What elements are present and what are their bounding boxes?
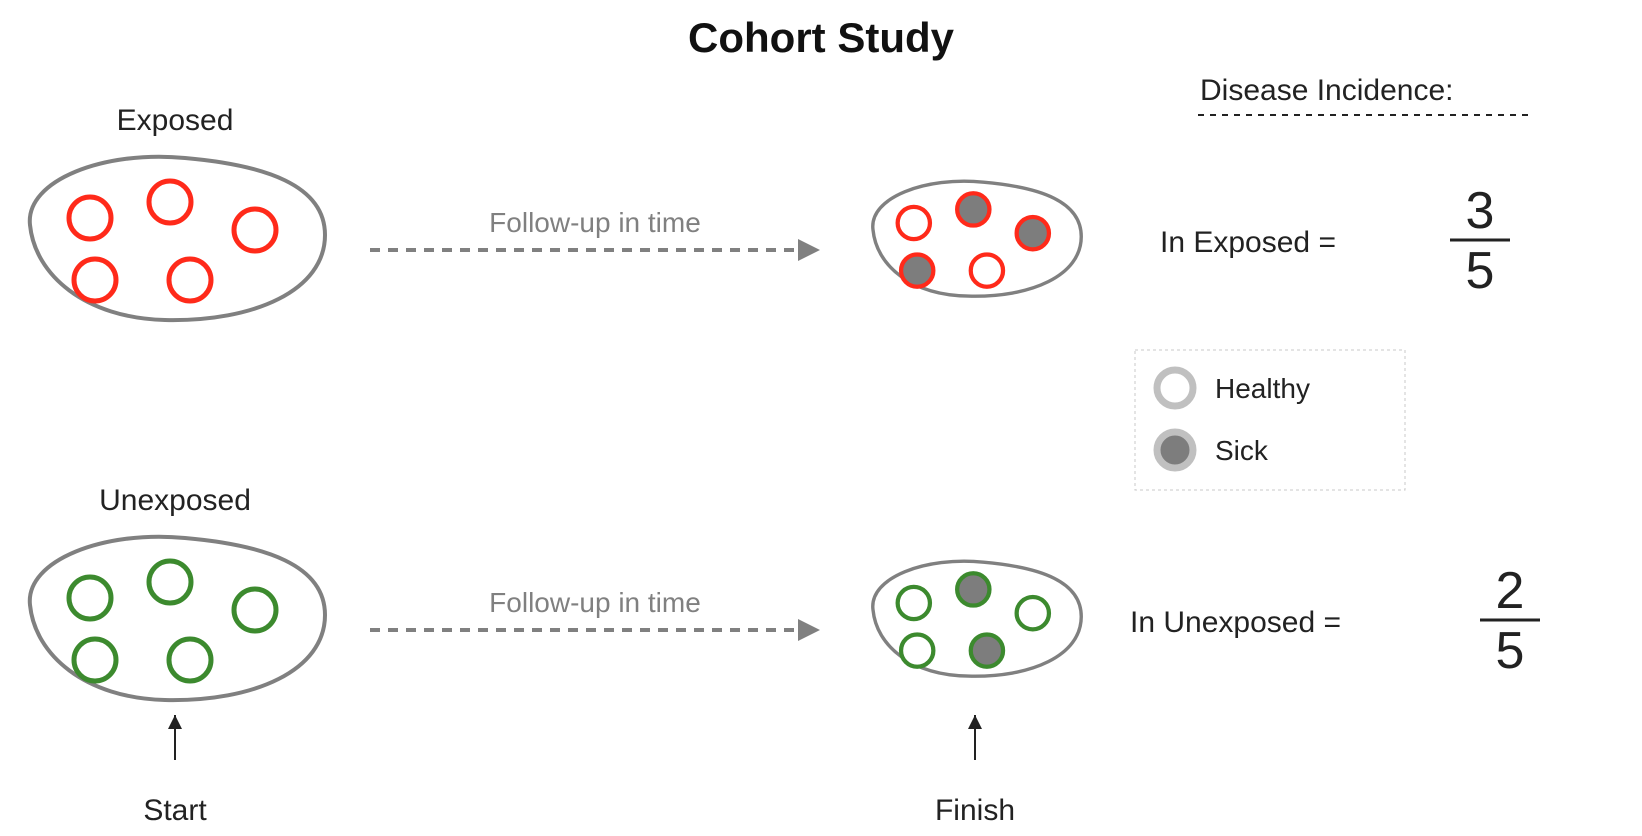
incidence-denominator: 5 (1466, 242, 1495, 300)
person-sick-icon (957, 193, 989, 225)
finish-label: Finish (935, 794, 1015, 827)
unexposed-end-blob (873, 561, 1081, 676)
person-healthy-icon (69, 197, 111, 239)
person-healthy-icon (74, 639, 116, 681)
unexposed-label: Unexposed (99, 484, 251, 517)
person-healthy-icon (74, 259, 116, 301)
person-healthy-icon (898, 587, 930, 619)
incidence-denominator: 5 (1496, 622, 1525, 680)
person-healthy-icon (1017, 597, 1049, 629)
legend-healthy-label: Healthy (1215, 373, 1310, 404)
incidence-numerator: 2 (1496, 562, 1525, 620)
incidence-label: In Unexposed = (1130, 606, 1341, 639)
start-arrow-head-icon (168, 715, 182, 729)
legend-sick-icon (1157, 432, 1193, 468)
followup-label: Follow-up in time (489, 587, 701, 618)
person-healthy-icon (69, 577, 111, 619)
followup-label: Follow-up in time (489, 207, 701, 238)
exposed-start-blob (30, 157, 325, 320)
person-healthy-icon (898, 207, 930, 239)
person-healthy-icon (901, 634, 933, 666)
exposed-label: Exposed (117, 104, 234, 137)
person-healthy-icon (149, 181, 191, 223)
person-healthy-icon (971, 254, 1003, 286)
person-healthy-icon (234, 209, 276, 251)
incidence-numerator: 3 (1466, 182, 1495, 240)
incidence-header: Disease Incidence: (1200, 74, 1453, 107)
incidence-label: In Exposed = (1160, 226, 1336, 259)
cohort-study-diagram: Cohort Study Disease Incidence: Exposed U… (0, 0, 1642, 836)
legend-sick-label: Sick (1215, 435, 1269, 466)
person-sick-icon (1017, 217, 1049, 249)
person-healthy-icon (169, 259, 211, 301)
person-healthy-icon (234, 589, 276, 631)
start-label: Start (143, 794, 207, 827)
finish-arrow-head-icon (968, 715, 982, 729)
arrow-head-icon (798, 239, 820, 261)
person-healthy-icon (149, 561, 191, 603)
person-sick-icon (971, 634, 1003, 666)
diagram-title: Cohort Study (688, 14, 955, 61)
legend-healthy-icon (1157, 370, 1193, 406)
person-sick-icon (901, 254, 933, 286)
unexposed-start-blob (30, 537, 325, 700)
person-healthy-icon (169, 639, 211, 681)
person-sick-icon (957, 573, 989, 605)
arrow-head-icon (798, 619, 820, 641)
exposed-end-blob (873, 181, 1081, 296)
